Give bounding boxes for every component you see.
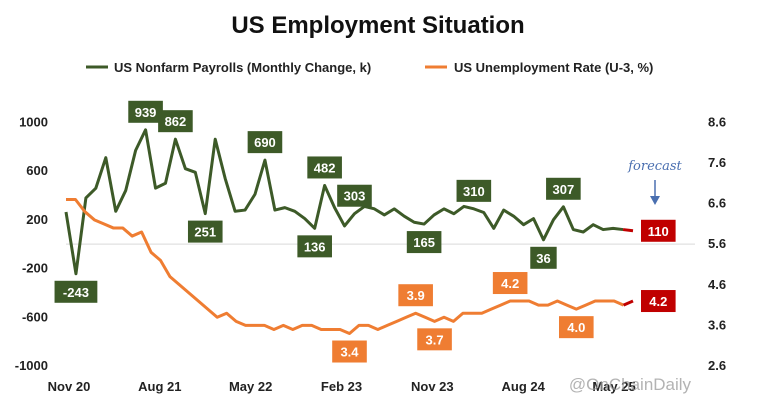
unemployment-data-label-text: 4.2	[501, 276, 519, 291]
payrolls-data-label-text: 303	[344, 189, 366, 204]
left-tick-label: -600	[22, 309, 48, 324]
payrolls-data-label-box	[546, 177, 581, 200]
payrolls-data-label-text: 939	[135, 105, 157, 120]
payrolls-data-label-text: 862	[165, 114, 187, 129]
payrolls-forecast-segment	[622, 228, 634, 233]
x-tick-label: Nov 23	[411, 379, 454, 394]
left-tick-label: 1000	[19, 114, 48, 129]
payrolls-data-label: 303	[337, 184, 372, 207]
payrolls-data-label-text: 251	[194, 225, 216, 240]
unemployment-data-label-box	[559, 316, 594, 339]
unemployment-data-label-box	[332, 340, 367, 363]
payrolls-data-label: 482	[307, 156, 342, 179]
payrolls-data-label-box	[128, 100, 163, 123]
payrolls-data-label: 310	[456, 179, 492, 202]
unemployment-data-label-box	[641, 290, 676, 313]
unemployment-data-label-text: 3.9	[407, 288, 425, 303]
right-axis: 2.6 3.6 4.6 5.6 6.6 7.6 8.6	[708, 114, 726, 373]
unemployment-data-label-box	[417, 328, 452, 351]
unemployment-line	[66, 198, 625, 336]
right-tick-label: 4.6	[708, 277, 726, 292]
right-tick-label: 2.6	[708, 358, 726, 373]
right-tick-label: 3.6	[708, 317, 726, 332]
unemployment-data-label-text: 3.7	[426, 332, 444, 347]
right-tick-label: 6.6	[708, 196, 726, 211]
payrolls-data-label-box	[530, 246, 557, 269]
payrolls-data-label: 165	[406, 231, 442, 254]
payrolls-data-label-text: 690	[254, 135, 276, 150]
x-tick-label: Aug 21	[138, 379, 181, 394]
x-axis: Nov 20 Aug 21 May 22 Feb 23 Nov 23 Aug 24 May …	[48, 379, 636, 394]
unemployment-data-label-text: 4.0	[567, 320, 585, 335]
payrolls-data-label-box	[158, 110, 193, 133]
unemployment-data-label: 3.9	[398, 284, 433, 307]
unemployment-data-label-box	[398, 284, 433, 307]
payrolls-data-label-text: 110	[648, 224, 669, 239]
unemployment-forecast-segment	[622, 299, 634, 307]
payrolls-data-label-box	[337, 184, 372, 207]
payrolls-data-label-box	[456, 179, 492, 202]
payrolls-data-label: 36	[530, 246, 557, 269]
unemployment-data-label: 3.4	[332, 340, 367, 363]
payrolls-data-label-box	[54, 280, 98, 303]
payrolls-data-label-box	[297, 235, 332, 258]
payrolls-data-label-text: 482	[314, 160, 336, 175]
legend-label-payrolls: US Nonfarm Payrolls (Monthly Change, k)	[114, 60, 371, 75]
series-lines	[64, 128, 634, 336]
payrolls-data-label-box	[187, 220, 223, 243]
forecast-arrow-head	[650, 196, 660, 205]
payrolls-data-label-text: 307	[553, 182, 575, 197]
payrolls-data-label: 862	[158, 110, 193, 133]
payrolls-data-label-text: 165	[413, 235, 435, 250]
payrolls-data-label: 939	[128, 100, 163, 123]
payrolls-data-label: 136	[297, 235, 332, 258]
chart-title: US Employment Situation	[231, 12, 524, 39]
right-tick-label: 7.6	[708, 155, 726, 170]
unemployment-data-label: 3.7	[417, 328, 452, 351]
unemployment-data-label-box	[492, 272, 528, 295]
forecast-annotation: forecast	[627, 159, 683, 205]
payrolls-data-label: 110	[641, 219, 676, 242]
legend-label-unemployment: US Unemployment Rate (U-3, %)	[454, 60, 653, 75]
x-tick-label: May 25	[592, 379, 635, 394]
left-axis: -1000 -600 -200 200 600 1000	[15, 114, 48, 373]
payrolls-data-label: 690	[247, 131, 283, 154]
payrolls-data-label-text: 310	[463, 184, 485, 199]
unemployment-data-label: 4.0	[559, 316, 594, 339]
right-tick-label: 8.6	[708, 114, 726, 129]
unemployment-data-label: 4.2	[492, 272, 528, 295]
unemployment-data-label-text: 4.2	[649, 294, 667, 309]
x-tick-label: Feb 23	[321, 379, 362, 394]
x-tick-label: Aug 24	[501, 379, 545, 394]
left-tick-label: 600	[26, 163, 48, 178]
x-tick-label: Nov 20	[48, 379, 91, 394]
right-tick-label: 5.6	[708, 236, 726, 251]
payrolls-data-label-box	[247, 131, 283, 154]
payrolls-data-label-text: 36	[536, 251, 550, 266]
payrolls-line	[64, 128, 624, 276]
forecast-annotation-text: forecast	[627, 159, 682, 174]
left-tick-label: 200	[26, 212, 48, 227]
payrolls-data-label-box	[641, 219, 676, 242]
left-tick-label: -200	[22, 261, 48, 276]
payrolls-data-label: -243	[54, 280, 98, 303]
unemployment-data-label: 4.2	[641, 290, 676, 313]
payrolls-data-label-text: 136	[304, 239, 326, 254]
payrolls-data-label-box	[307, 156, 342, 179]
unemployment-data-label-text: 3.4	[340, 345, 359, 360]
left-tick-label: -1000	[15, 358, 48, 373]
watermark: @OnChainDaily	[569, 375, 692, 394]
payrolls-data-label: 251	[187, 220, 223, 243]
payrolls-data-label: 307	[546, 177, 581, 200]
x-tick-label: May 22	[229, 379, 272, 394]
legend: US Nonfarm Payrolls (Monthly Change, k) …	[86, 60, 653, 75]
data-labels: -243 939 862 251 690 136 482 303 165 310 36 307 110 3…	[54, 100, 676, 363]
payrolls-data-label-box	[406, 231, 442, 254]
payrolls-data-label-text: -243	[63, 285, 89, 300]
